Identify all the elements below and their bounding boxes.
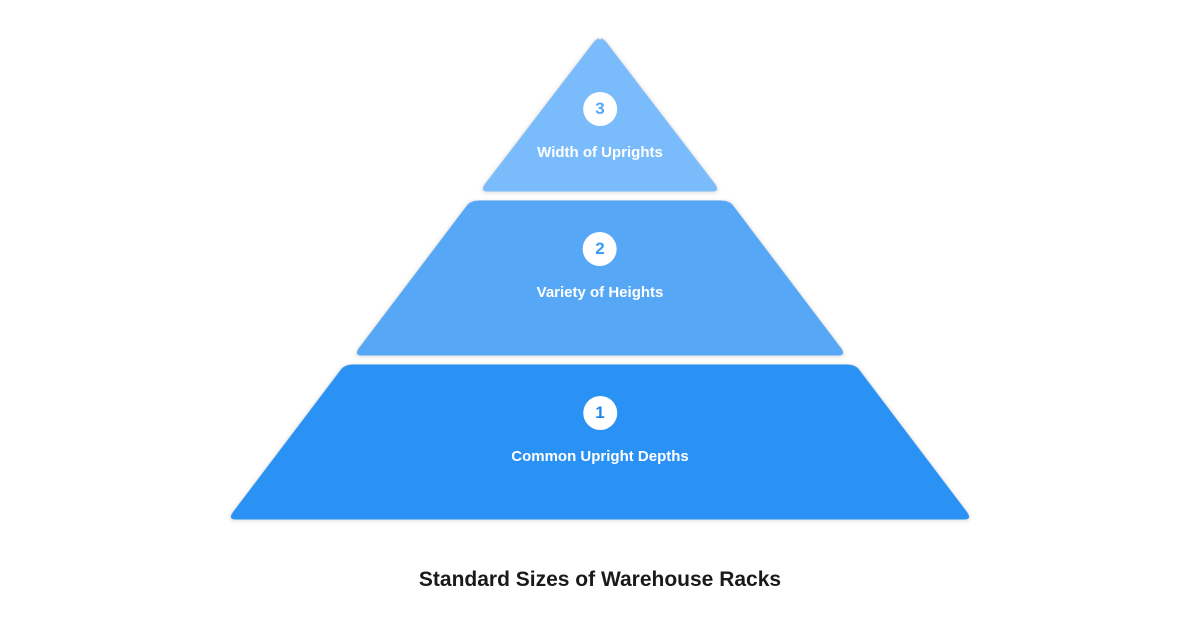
pyramid-diagram: 3 Width of Uprights 2 Variety of Heights 1 Co… bbox=[226, 36, 974, 520]
pyramid-tier-3: 3 Width of Uprights bbox=[478, 36, 722, 192]
tier-label: Width of Uprights bbox=[537, 144, 663, 161]
pyramid-tier-2: 2 Variety of Heights bbox=[352, 200, 848, 356]
pyramid-tier-1: 1 Common Upright Depths bbox=[226, 364, 974, 520]
tier-number-badge: 2 bbox=[583, 232, 617, 266]
tier-number-badge: 1 bbox=[583, 396, 617, 430]
tier-number: 3 bbox=[595, 99, 604, 119]
tier-label: Common Upright Depths bbox=[511, 448, 689, 465]
tier-number: 1 bbox=[595, 403, 604, 423]
diagram-title: Standard Sizes of Warehouse Racks bbox=[419, 568, 781, 592]
tier-number: 2 bbox=[595, 239, 604, 259]
tier-label: Variety of Heights bbox=[537, 284, 664, 301]
tier-number-badge: 3 bbox=[583, 92, 617, 126]
